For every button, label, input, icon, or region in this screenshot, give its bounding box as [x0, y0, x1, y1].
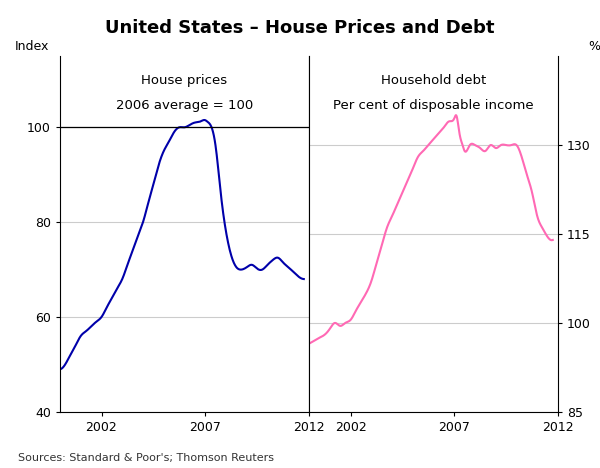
Text: United States – House Prices and Debt: United States – House Prices and Debt — [105, 19, 495, 37]
Text: Per cent of disposable income: Per cent of disposable income — [333, 99, 534, 112]
Text: 2006 average = 100: 2006 average = 100 — [116, 99, 253, 112]
Text: House prices: House prices — [142, 74, 227, 87]
Text: Household debt: Household debt — [381, 74, 486, 87]
Text: %: % — [588, 40, 600, 52]
Text: Sources: Standard & Poor's; Thomson Reuters: Sources: Standard & Poor's; Thomson Reut… — [18, 453, 274, 463]
Text: Index: Index — [15, 40, 50, 52]
